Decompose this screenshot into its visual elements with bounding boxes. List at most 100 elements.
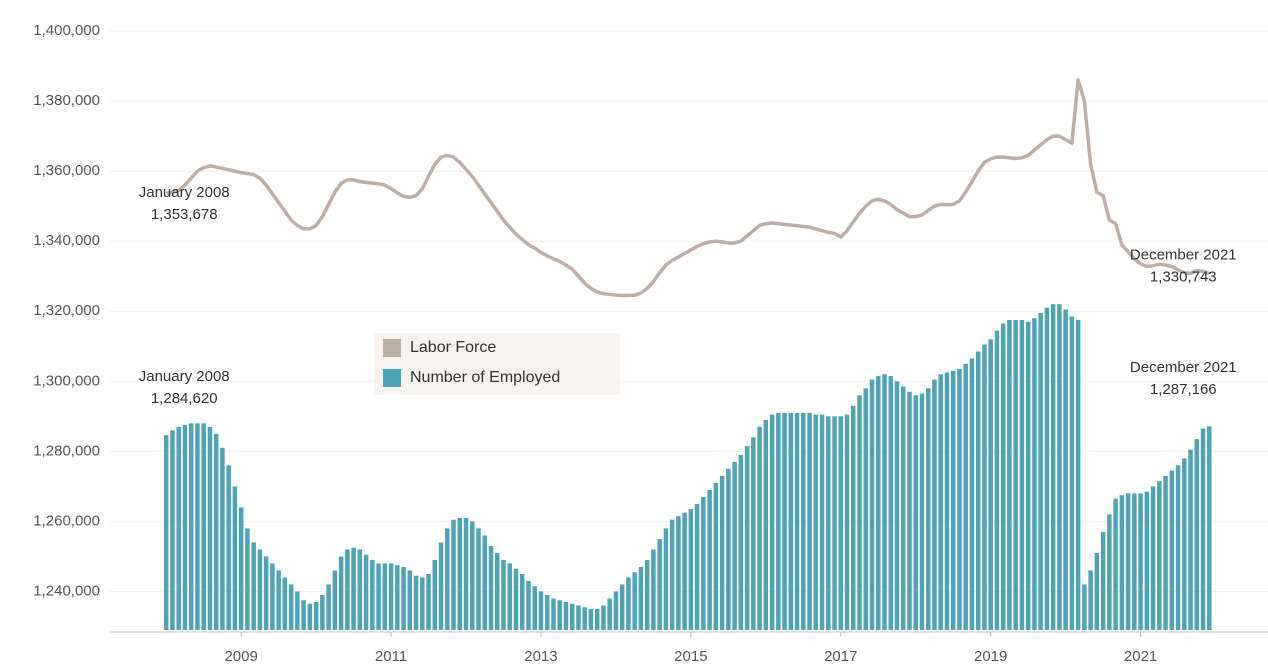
bar: [632, 572, 637, 630]
bar: [819, 414, 825, 630]
bar: [857, 395, 862, 630]
bar: [1069, 316, 1075, 630]
bar: [563, 601, 569, 630]
bar: [601, 605, 606, 630]
bar: [944, 372, 950, 630]
bar: [676, 516, 681, 630]
bar: [245, 528, 250, 630]
bar: [251, 542, 256, 630]
bar: [170, 430, 175, 630]
bar: [1107, 514, 1112, 630]
bar: [751, 437, 756, 630]
bar: [507, 563, 512, 630]
y-tick-label: 1,240,000: [33, 582, 100, 599]
bar: [1150, 486, 1156, 630]
legend-label: Labor Force: [410, 339, 496, 356]
bar: [1157, 481, 1162, 630]
bar: [1194, 439, 1200, 630]
bar: [1075, 320, 1081, 630]
bar: [969, 358, 975, 630]
x-tick-label: 2021: [1124, 648, 1157, 665]
bar: [726, 468, 731, 630]
bar: [669, 519, 675, 630]
bar: [519, 573, 525, 630]
bar: [838, 416, 844, 630]
y-tick-label: 1,380,000: [33, 92, 100, 109]
line: [165, 78, 1210, 298]
bar: [282, 577, 288, 630]
bar: [1000, 323, 1006, 630]
bar: [975, 351, 981, 630]
bar: [470, 521, 475, 630]
bar: [326, 584, 331, 630]
bar: [426, 573, 431, 630]
bar: [707, 489, 712, 630]
bar: [1025, 321, 1031, 630]
bar: [1138, 493, 1143, 630]
y-tick-label: 1,400,000: [33, 22, 100, 39]
bar: [357, 549, 363, 630]
bar: [320, 594, 325, 630]
bar: [263, 556, 269, 630]
bar: [844, 414, 850, 630]
bar: [388, 563, 394, 630]
bar: [1013, 320, 1018, 630]
bar: [182, 425, 188, 630]
bar: [719, 475, 725, 630]
bar: [232, 486, 238, 630]
bar: [463, 517, 469, 630]
y-tick-label: 1,320,000: [33, 302, 100, 319]
bar: [888, 376, 893, 630]
bar: [1088, 570, 1093, 630]
bar: [788, 412, 794, 630]
bar: [1032, 318, 1037, 630]
bar: [1200, 428, 1206, 630]
bar: [776, 412, 781, 630]
bar: [963, 363, 968, 630]
bar: [1188, 449, 1193, 630]
bar: [313, 601, 319, 630]
y-tick-label: 1,300,000: [33, 372, 100, 389]
bar: [257, 549, 263, 630]
bar: [1019, 320, 1025, 630]
annotation-value: 1,330,743: [1150, 269, 1217, 286]
bar: [207, 426, 213, 630]
bar: [451, 519, 456, 630]
bar: [420, 577, 425, 630]
y-tick-label: 1,360,000: [33, 162, 100, 179]
bar: [538, 591, 544, 630]
bar: [607, 598, 612, 630]
bar: [882, 374, 887, 630]
bar: [376, 563, 381, 630]
bar: [619, 584, 625, 630]
bar: [1044, 307, 1050, 630]
bar: [925, 388, 931, 630]
annotation-date: January 2008: [139, 368, 230, 385]
bar: [482, 535, 488, 630]
bar: [201, 423, 206, 630]
bar: [826, 416, 831, 630]
bar: [663, 528, 669, 630]
bar: [782, 412, 787, 630]
bar: [163, 435, 169, 630]
bar: [188, 423, 194, 630]
bar: [763, 419, 769, 630]
annotation-date: January 2008: [139, 184, 230, 201]
bar: [1057, 304, 1062, 630]
bar: [913, 395, 918, 630]
bar: [276, 570, 281, 630]
bar: [413, 575, 419, 630]
bar: [876, 376, 881, 630]
bar: [894, 381, 900, 630]
bar: [307, 603, 313, 630]
legend: Labor Force Number of Employed: [374, 333, 620, 395]
bar: [869, 379, 875, 630]
annotation-date: December 2021: [1130, 359, 1237, 376]
bar: [332, 570, 338, 630]
bar: [863, 388, 869, 630]
bar: [301, 600, 306, 630]
bar: [457, 517, 463, 630]
x-tick-label: 2009: [224, 648, 257, 665]
